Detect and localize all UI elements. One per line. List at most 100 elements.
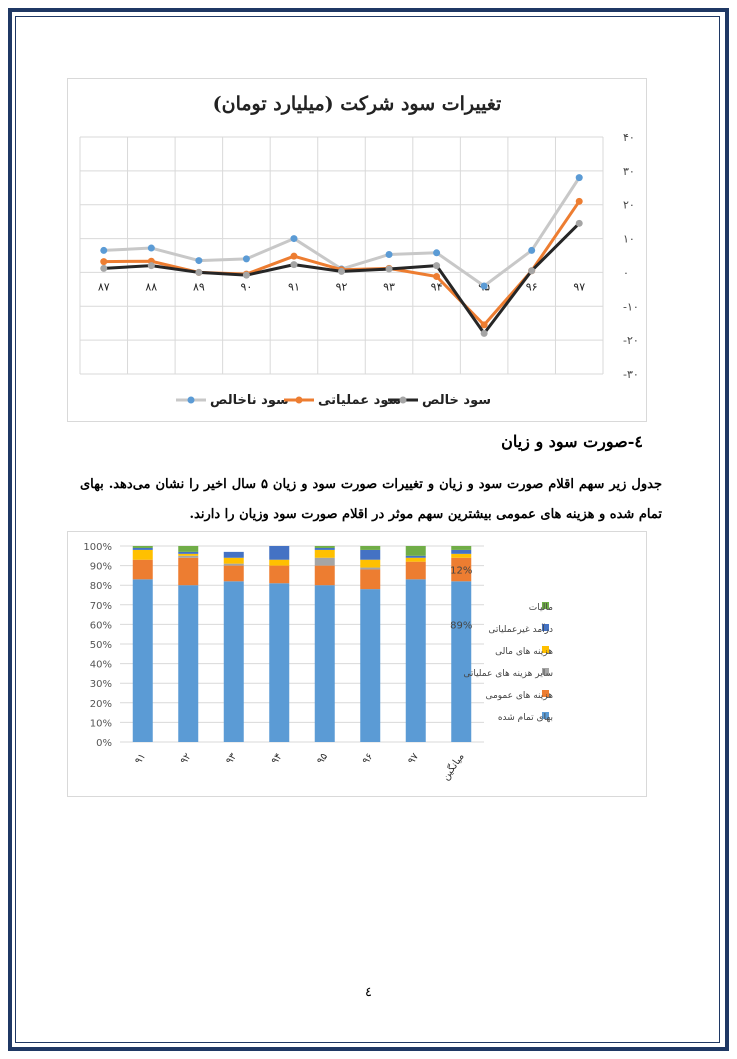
- y-tick-label: 40%: [90, 660, 112, 671]
- y-tick-label: 0%: [96, 738, 112, 749]
- bar-segment: [360, 589, 381, 742]
- data-point: [195, 257, 203, 265]
- y-tick-label: 20%: [90, 699, 112, 710]
- bar-stack: [360, 546, 381, 742]
- bar-segment: [360, 569, 381, 590]
- data-point: [575, 219, 583, 227]
- data-point: [290, 261, 298, 269]
- x-tick-label: ۸۷: [98, 280, 110, 293]
- bar-segment: [360, 546, 381, 550]
- data-point: [480, 282, 488, 290]
- data-point: [480, 321, 488, 329]
- data-point: [385, 265, 393, 273]
- page-border-inner: [15, 16, 720, 1043]
- x-tick-label: ۹۵: [315, 751, 330, 766]
- bar-segment: [269, 583, 290, 742]
- x-tick-label: ۸۸: [145, 280, 157, 293]
- profit-line-chart: تغییرات سود شرکت (میلیارد تومان) ۴۰ ۳۰ ۲۰ ۱…: [67, 78, 647, 422]
- bar-stack: [178, 546, 199, 742]
- section-paragraph: جدول زیر سهم اقلام صورت سود و زیان و تغی…: [80, 477, 663, 522]
- data-point: [528, 267, 536, 275]
- bar-segment: [314, 557, 335, 566]
- page-border-outer: [8, 8, 729, 1051]
- bar-segment: [451, 553, 472, 558]
- x-tick-label: ۹۳: [224, 751, 240, 767]
- legend-swatch: [542, 712, 549, 719]
- data-point: [433, 272, 441, 280]
- bar-segment: [132, 547, 153, 550]
- data-point: [528, 246, 536, 254]
- x-tick-label: ۹۰: [240, 280, 252, 293]
- bar-segment: [178, 585, 199, 742]
- bar-segment: [132, 579, 153, 742]
- legend-label: سود خالص: [422, 393, 491, 408]
- y-tick-label: -۱۰: [623, 300, 639, 313]
- x-tick-label: ۹۲: [336, 280, 348, 293]
- data-point: [147, 244, 155, 252]
- bar-segment: [405, 579, 426, 742]
- data-point: [575, 197, 583, 205]
- data-point: [242, 271, 250, 279]
- bar-segment: [314, 546, 335, 548]
- legend-swatch: [542, 624, 549, 631]
- bar-stack: [269, 546, 290, 742]
- bar-segment: [451, 581, 472, 742]
- y-tick-label: ۱۰: [623, 233, 635, 246]
- line-chart-svg: ۴۰۳۰۲۰۱۰۰-۱۰-۲۰-۳۰۸۷۸۸۸۹۹۰۹۱۹۲۹۳۹۴۹۵۹۶۹۷…: [79, 131, 639, 408]
- legend-label: سود عملیاتی: [318, 393, 401, 408]
- y-tick-label: 90%: [90, 562, 112, 573]
- bar-segment: [405, 555, 426, 558]
- bar-segment: [223, 581, 244, 742]
- bar-segment: [223, 563, 244, 566]
- y-tick-label: 10%: [90, 718, 112, 729]
- section-heading: ٤-صورت سود و زیان: [501, 432, 643, 451]
- legend-swatch: [542, 690, 549, 697]
- data-point: [242, 255, 250, 263]
- bar-segment: [451, 549, 472, 554]
- bar-stack: [132, 546, 153, 742]
- data-point: [100, 264, 108, 272]
- bar-segment: [360, 559, 381, 568]
- data-label: 12%: [450, 566, 472, 577]
- y-tick-label: ۰: [623, 266, 629, 279]
- bar-segment: [223, 551, 244, 558]
- bar-segment: [223, 557, 244, 564]
- y-tick-label: 30%: [90, 679, 112, 690]
- data-point: [100, 258, 108, 266]
- bar-segment: [269, 565, 290, 584]
- x-tick-label: ۹۳: [383, 280, 395, 293]
- legend-label: مالیات: [529, 603, 553, 613]
- bar-segment: [132, 559, 153, 580]
- bar-segment: [178, 546, 199, 552]
- grid: [79, 136, 604, 375]
- y-tick-label: 100%: [83, 542, 112, 553]
- data-point: [290, 252, 298, 260]
- bar-segment: [314, 549, 335, 558]
- data-point: [575, 174, 583, 182]
- x-tick-label: ۹۴: [270, 751, 285, 766]
- y-tick-label: ۳۰: [623, 165, 635, 178]
- x-tick-label: ۹۱: [133, 751, 148, 766]
- data-point: [195, 268, 203, 276]
- bar-segment: [132, 549, 153, 560]
- cost-share-stacked-bar-chart: 0% 10% 20% 30% 40% 50% 60% 70% 80% 90% 100% ۹۱ ۹۲ ۹۳ ۹…: [67, 531, 647, 797]
- bar-stack: [314, 546, 335, 742]
- data-point: [480, 329, 488, 337]
- bar-stack: [405, 546, 426, 742]
- data-point: [433, 262, 441, 270]
- bar-stack: [451, 546, 472, 742]
- bar-segment: [314, 547, 335, 550]
- bar-segment: [223, 565, 244, 582]
- y-tick-label: 50%: [90, 640, 112, 651]
- legend-marker: [399, 396, 407, 404]
- legend-label: درآمد غیرعملیاتی: [488, 623, 553, 635]
- bar-segment: [178, 551, 199, 554]
- bar-segment: [178, 553, 199, 556]
- bar-segment: [360, 549, 381, 560]
- bar-segment: [178, 555, 199, 558]
- data-point: [338, 267, 345, 275]
- data-label: 89%: [450, 620, 472, 631]
- y-tick-label: -۳۰: [623, 368, 639, 381]
- page-number: ٤: [365, 985, 372, 1000]
- y-tick-label: 80%: [90, 581, 112, 592]
